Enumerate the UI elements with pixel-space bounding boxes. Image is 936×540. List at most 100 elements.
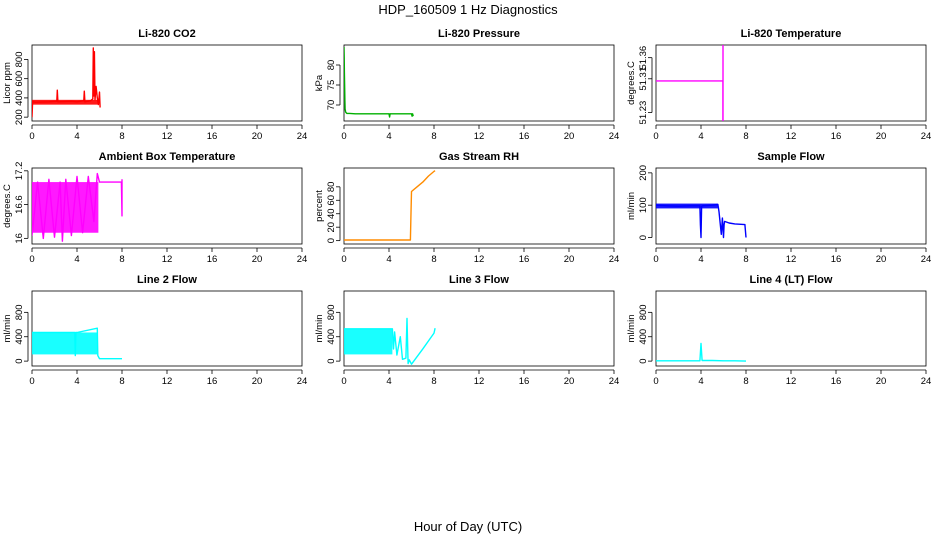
x-tick-label: 16 — [207, 376, 218, 387]
x-tick-label: 8 — [743, 254, 748, 265]
x-tick-label: 4 — [74, 131, 79, 142]
x-tick-label: 16 — [519, 254, 530, 265]
x-tick-label: 20 — [252, 254, 263, 265]
plot-frame — [31, 44, 303, 122]
y-axis: 0 400 800 — [14, 304, 29, 364]
series-line — [656, 45, 724, 121]
y-tick-label: 80 — [326, 60, 337, 71]
series-group — [656, 342, 747, 362]
x-tick-label: 12 — [786, 131, 797, 142]
x-axis: 0 4 8 12 16 20 24 — [653, 369, 932, 387]
y-tick-label: 20 — [326, 222, 337, 233]
x-axis: 0 4 8 12 16 20 24 — [653, 247, 932, 265]
x-tick-label: 0 — [341, 254, 346, 265]
x-tick-label: 24 — [297, 376, 308, 387]
y-axis: 0 400 800 — [638, 304, 653, 364]
x-tick-label: 24 — [921, 254, 932, 265]
x-tick-label: 0 — [29, 254, 34, 265]
x-tick-label: 24 — [297, 254, 308, 265]
y-tick-label: 51.23 — [638, 101, 649, 125]
x-tick-label: 8 — [431, 131, 436, 142]
x-tick-label: 0 — [341, 131, 346, 142]
y-axis: 0 20 40 60 80 — [326, 182, 341, 243]
x-tick-label: 24 — [921, 131, 932, 142]
x-tick-label: 24 — [921, 376, 932, 387]
y-tick-label: 400 — [638, 329, 649, 345]
y-axis-label: degrees.C — [2, 184, 13, 228]
x-tick-label: 8 — [119, 376, 124, 387]
y-tick-label: 800 — [638, 304, 649, 320]
x-tick-label: 24 — [609, 376, 620, 387]
y-tick-label: 400 — [14, 90, 25, 106]
x-tick-label: 4 — [698, 254, 703, 265]
y-tick-label: 51.31 — [638, 67, 649, 91]
chart-panel-4: Ambient Box Temperature 0 4 8 12 16 20 24 16 16.6… — [2, 151, 307, 265]
series-line — [656, 203, 747, 239]
y-axis: 70 75 80 — [326, 60, 341, 110]
x-tick-label: 16 — [831, 254, 842, 265]
x-tick-label: 12 — [474, 376, 485, 387]
series-group — [656, 45, 724, 121]
x-tick-label: 24 — [297, 131, 308, 142]
y-axis: 0 100 200 — [638, 165, 653, 240]
series-line — [344, 170, 436, 241]
y-tick-label: 16.6 — [14, 195, 25, 214]
series-band — [32, 332, 98, 355]
series-line — [344, 46, 414, 118]
y-axis-label: Licor ppm — [2, 62, 13, 104]
x-tick-label: 20 — [876, 376, 887, 387]
x-tick-label: 16 — [207, 254, 218, 265]
y-axis: 0 400 800 — [326, 304, 341, 364]
y-tick-label: 0 — [638, 358, 649, 363]
x-tick-label: 12 — [786, 254, 797, 265]
y-tick-label: 100 — [638, 197, 649, 213]
x-tick-label: 24 — [609, 131, 620, 142]
x-tick-label: 12 — [162, 254, 173, 265]
y-tick-label: 0 — [326, 358, 337, 363]
y-tick-label: 200 — [638, 165, 649, 181]
chart-title: Ambient Box Temperature — [99, 151, 236, 163]
x-tick-label: 20 — [252, 376, 263, 387]
x-tick-label: 4 — [698, 131, 703, 142]
y-tick-label: 400 — [326, 329, 337, 345]
x-tick-label: 8 — [119, 131, 124, 142]
x-axis: 0 4 8 12 16 20 24 — [341, 369, 620, 387]
chart-title: Sample Flow — [757, 151, 825, 163]
x-tick-label: 4 — [74, 376, 79, 387]
x-axis: 0 4 8 12 16 20 24 — [341, 124, 620, 142]
y-tick-label: 0 — [14, 358, 25, 363]
x-tick-label: 24 — [609, 254, 620, 265]
series-group — [656, 203, 747, 239]
x-tick-label: 0 — [341, 376, 346, 387]
series-group — [344, 317, 436, 365]
x-tick-label: 8 — [743, 376, 748, 387]
series-line — [32, 47, 101, 118]
chart-title: Gas Stream RH — [439, 151, 519, 163]
x-tick-label: 12 — [786, 376, 797, 387]
chart-title: Line 3 Flow — [449, 274, 509, 286]
series-band — [344, 328, 393, 355]
x-axis: 0 4 8 12 16 20 24 — [29, 124, 308, 142]
figure-xlabel: Hour of Day (UTC) — [414, 519, 522, 534]
series-group — [344, 170, 436, 241]
x-tick-label: 20 — [564, 254, 575, 265]
y-tick-label: 200 — [14, 109, 25, 125]
y-tick-label: 800 — [14, 52, 25, 68]
x-tick-label: 0 — [653, 131, 658, 142]
x-tick-label: 8 — [431, 254, 436, 265]
plot-frame — [343, 44, 615, 122]
y-tick-label: 17.2 — [14, 162, 25, 181]
x-tick-label: 0 — [653, 376, 658, 387]
x-tick-label: 16 — [519, 131, 530, 142]
x-tick-label: 12 — [474, 254, 485, 265]
figure-title: HDP_160509 1 Hz Diagnostics — [378, 2, 558, 17]
series-group — [32, 172, 123, 242]
x-tick-label: 8 — [431, 376, 436, 387]
x-tick-label: 8 — [743, 131, 748, 142]
